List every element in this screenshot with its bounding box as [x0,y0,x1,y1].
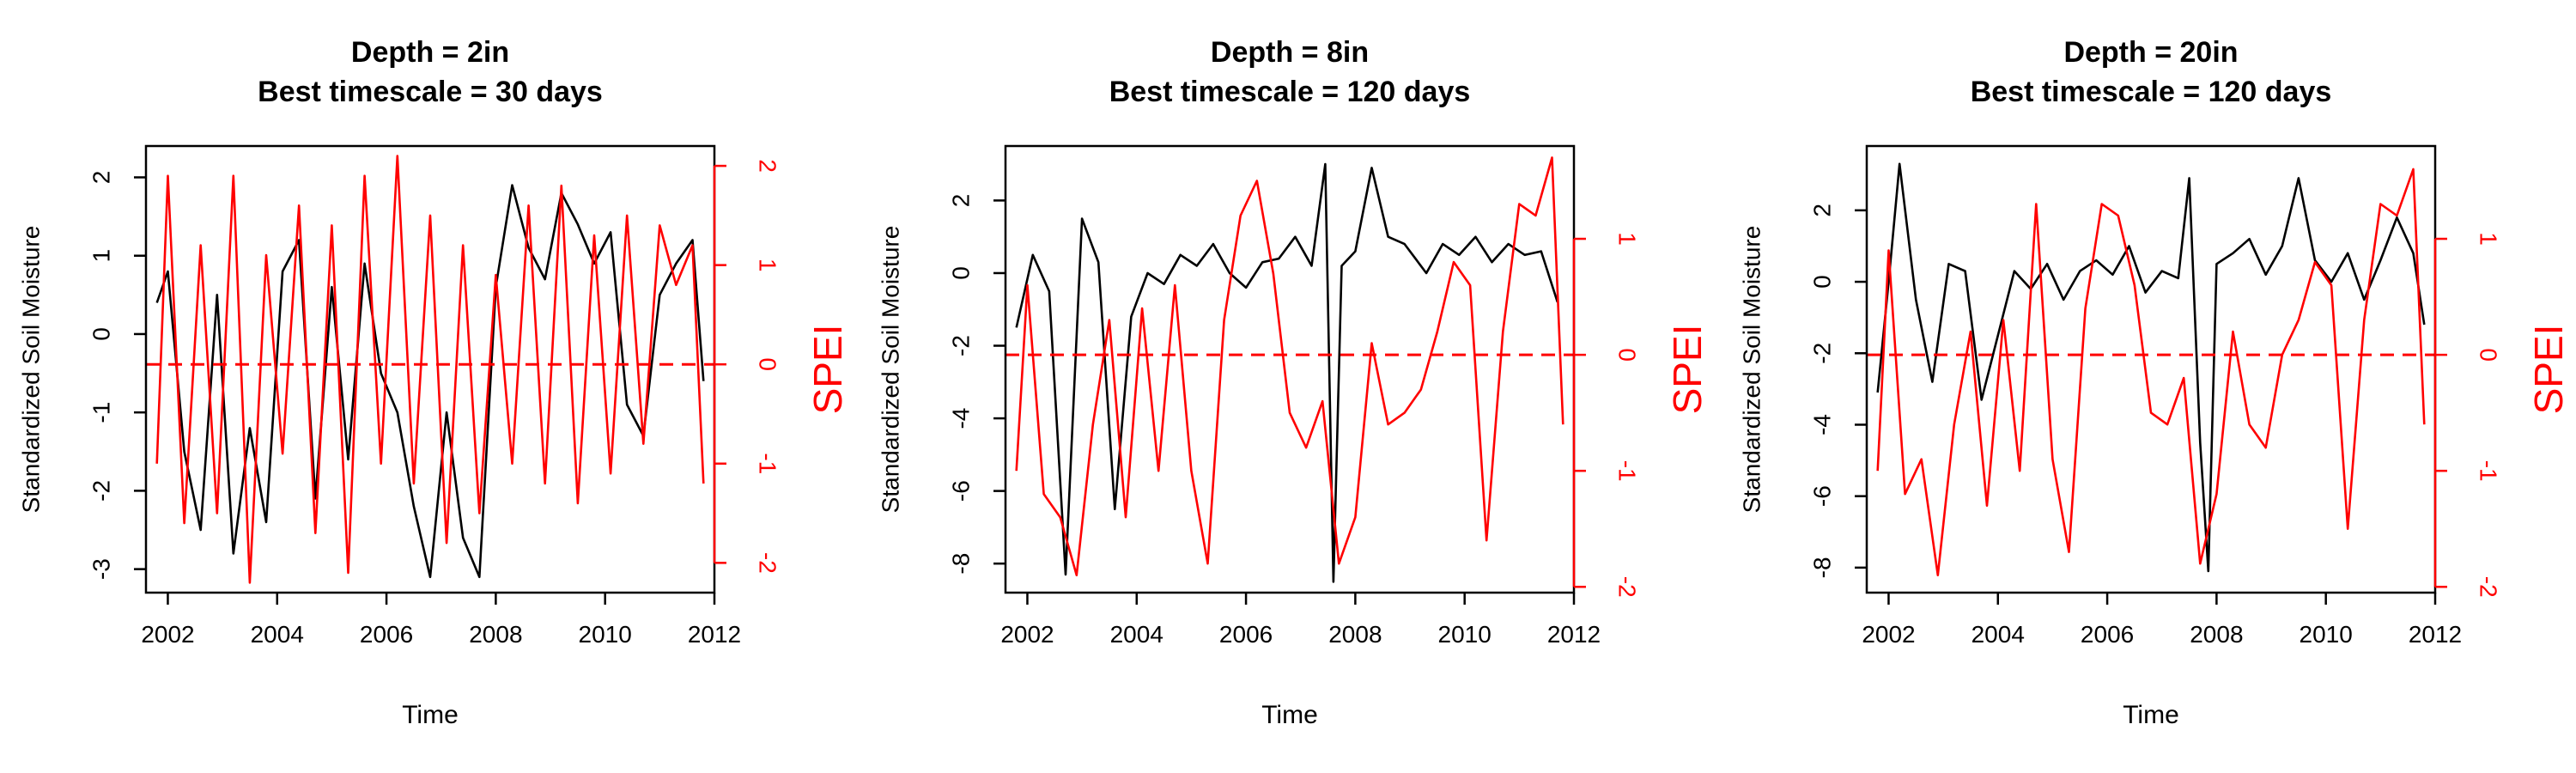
x-tick-label: 2002 [1862,621,1915,648]
y-axis-label: Standardized Soil Moisture [877,226,903,514]
x-tick-label: 2012 [2409,621,2462,648]
y-tick-label: -8 [947,553,974,575]
chart-title: Depth = 2in [351,36,509,69]
y-tick-label: 0 [947,266,974,280]
y-tick-label: -2 [88,480,114,502]
y-tick-label: -1 [88,402,114,423]
x-axis-label: Time [1261,701,1318,729]
y2-tick-label: -1 [1614,460,1641,482]
y2-axis-label: SPEI [1665,325,1710,415]
spei-series-line [1876,167,2426,577]
y-tick-label: 1 [88,249,114,263]
y-tick-label: -4 [1808,414,1835,435]
x-tick-label: 2002 [1000,621,1054,648]
chart-title: Depth = 20in [2063,36,2238,69]
x-tick-label: 2010 [1438,621,1492,648]
y2-tick-label: 1 [2476,232,2502,246]
x-tick-label: 2012 [688,621,741,648]
spei-series-line [1015,156,1564,577]
y-tick-label: -3 [88,558,114,580]
y-tick-label: -2 [947,335,974,356]
chart-subtitle: Best timescale = 120 days [1109,76,1471,108]
x-tick-label: 2008 [469,621,522,648]
x-axis-label: Time [402,701,459,729]
y-tick-label: -2 [1808,343,1835,364]
chart-panel-2: Depth = 8in Best timescale = 120 days 1 0 -1… [877,36,1710,729]
y2-tick-label: 0 [1614,348,1641,362]
y-tick-label: -8 [1808,557,1835,578]
y2-axis-label: SPEI [2526,325,2571,415]
y2-tick-label: 1 [1614,232,1641,246]
x-tick-label: 2006 [2081,621,2134,648]
y-tick-label: 0 [88,327,114,341]
x-axis-label: Time [2123,701,2179,729]
x-tick-label: 2010 [2300,621,2353,648]
x-tick-label: 2012 [1547,621,1601,648]
x-tick-label: 2004 [251,621,304,648]
y2-tick-label: -2 [1614,576,1641,598]
y2-tick-label: -1 [755,453,781,474]
chart-panel-3: Depth = 20in Best timescale = 120 days 1 0 -… [1738,36,2571,729]
x-tick-label: 2010 [579,621,632,648]
y2-tick-label: 1 [755,259,781,272]
chart-panel-1: Depth = 2in Best timescale = 30 days 2 1 0 -1… [17,36,850,729]
soil-moisture-series-line [1876,162,2426,573]
x-tick-label: 2006 [360,621,413,648]
y2-tick-label: -1 [2476,460,2502,482]
y-tick-label: -6 [947,480,974,502]
chart-subtitle: Best timescale = 120 days [1971,76,2332,108]
y-tick-label: 2 [1808,204,1835,217]
y-axis-label: Standardized Soil Moisture [1738,226,1765,514]
y2-axis-label: SPEI [805,325,850,415]
y-tick-label: 2 [947,194,974,208]
soil-moisture-series-line [155,184,705,579]
x-tick-label: 2004 [1110,621,1163,648]
y-tick-label: 2 [88,171,114,185]
x-tick-label: 2006 [1219,621,1273,648]
y2-tick-label: 2 [755,159,781,173]
plot-frame [1865,144,2437,594]
chart-subtitle: Best timescale = 30 days [258,76,603,108]
y2-tick-label: 0 [755,357,781,371]
y2-tick-label: -2 [2476,576,2502,598]
spei-series-line [155,155,705,584]
soil-moisture-series-line [1015,162,1559,583]
x-tick-label: 2008 [2190,621,2243,648]
y-tick-label: -6 [1808,485,1835,507]
y-tick-label: -4 [947,408,974,429]
y-axis-label: Standardized Soil Moisture [17,226,44,514]
x-tick-label: 2004 [1971,621,2025,648]
y2-tick-label: 0 [2476,348,2502,362]
chart-title: Depth = 8in [1211,36,1369,69]
y-tick-label: 0 [1808,275,1835,289]
y2-tick-label: -2 [755,552,781,574]
x-tick-label: 2008 [1328,621,1382,648]
x-tick-label: 2002 [141,621,194,648]
